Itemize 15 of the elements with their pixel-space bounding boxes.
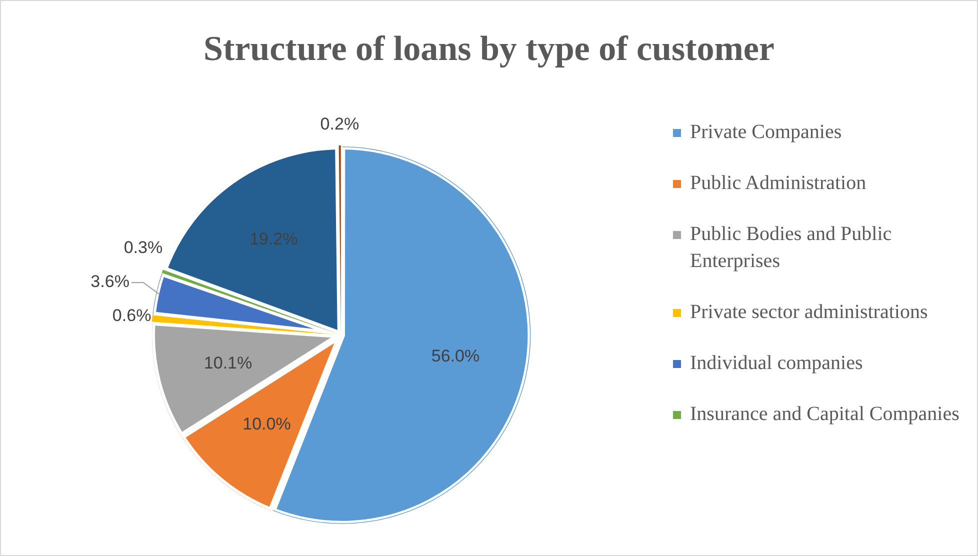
legend-label: Insurance and Capital Companies xyxy=(690,402,960,427)
data-label: 0.3% xyxy=(124,238,163,258)
data-label: 10.1% xyxy=(204,353,252,372)
data-label: 56.0% xyxy=(431,346,480,366)
legend-label: Public Bodies and Public Enterprises xyxy=(690,222,893,274)
data-label: 0.2% xyxy=(320,114,360,134)
legend-label: Private Companies xyxy=(690,120,842,145)
chart-title: Structure of loans by type of customer xyxy=(202,29,776,69)
legend-label: Public Administration xyxy=(690,171,866,196)
data-label: 10.0% xyxy=(242,414,291,434)
legend-label: Private sector administrations xyxy=(690,300,928,325)
data-label: 19.2% xyxy=(250,230,298,249)
data-label: 3.6% xyxy=(90,272,130,292)
legend-label: Individual companies xyxy=(690,351,863,376)
data-label: 0.6% xyxy=(112,306,152,326)
